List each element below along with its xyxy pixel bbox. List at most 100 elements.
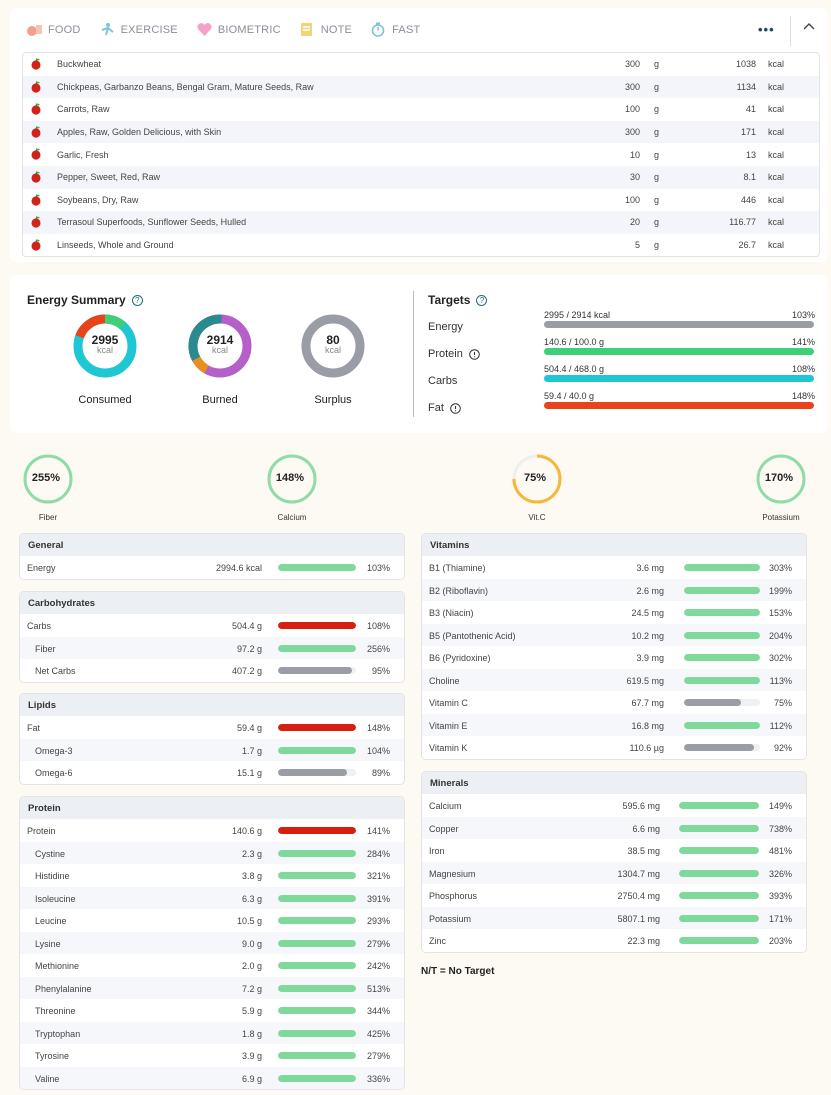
nutrient-amount: 97.2 g	[236, 643, 262, 654]
nutrient-bar	[684, 586, 760, 594]
apple-icon	[31, 193, 41, 206]
nutrient-percent: 204%	[768, 630, 792, 641]
chevron-up-icon[interactable]	[803, 22, 815, 32]
food-calories: 1038	[735, 59, 756, 70]
nutrient-bar	[278, 1074, 356, 1082]
nutrient-bar	[684, 654, 760, 661]
nutrient-row[interactable]: Tryptophan 1.8 g 425%	[20, 1021, 404, 1044]
nutrient-percent: 279%	[366, 1051, 390, 1061]
food-row[interactable]: Soybeans, Dry, Raw 100 g 446 kcal	[23, 189, 819, 212]
nutrient-row[interactable]: B5 (Pantothenic Acid) 10.2 mg 204%	[422, 623, 806, 646]
food-row[interactable]: Buckwheat 300 g 1038 kcal	[23, 53, 819, 76]
nutrient-row[interactable]: Phosphorus 2750.4 mg 393%	[422, 884, 806, 907]
food-row[interactable]: Chickpeas, Garbanzo Beans, Bengal Gram, …	[23, 75, 819, 99]
nutrient-row[interactable]: Fat 59.4 g 148%	[20, 716, 404, 739]
food-row[interactable]: Pepper, Sweet, Red, Raw 30 g 8.1 kcal	[23, 165, 819, 189]
nutrient-row[interactable]: Isoleucine 6.3 g 391%	[20, 886, 404, 909]
nutrient-bar	[684, 699, 760, 706]
nutrient-row[interactable]: Energy 2994.6 kcal 103%	[20, 556, 404, 579]
food-calories: 171	[740, 127, 756, 138]
nutrient-row[interactable]: Omega-6 15.1 g 89%	[20, 761, 404, 784]
nutrient-row[interactable]: Phenylalanine 7.2 g 513%	[20, 976, 404, 999]
consumed-donut-chart	[73, 314, 137, 378]
target-name: Energy	[428, 321, 463, 333]
info-icon[interactable]	[469, 348, 480, 360]
nutrient-amount: 15.1 g	[236, 768, 262, 778]
nutrient-row[interactable]: B3 (Niacin) 24.5 mg 153%	[422, 601, 806, 624]
target-values: 504.4 / 468.0 g	[544, 364, 605, 374]
food-unit: g	[654, 127, 660, 138]
nutrient-row[interactable]: Vitamin C 67.7 mg 75%	[422, 691, 806, 714]
food-calories: 13	[745, 149, 756, 160]
food-amount: 100	[624, 194, 640, 205]
panel-title: Vitamins	[422, 534, 806, 556]
panel-title: Protein	[20, 797, 404, 819]
nutrient-row[interactable]: B2 (Riboflavin) 2.6 mg 199%	[422, 578, 806, 601]
nutrient-row[interactable]: Net Carbs 407.2 g 95%	[20, 659, 404, 682]
nutrient-bar	[679, 847, 759, 854]
nutrient-row[interactable]: Zinc 22.3 mg 203%	[422, 929, 806, 952]
nutrient-bar	[679, 892, 759, 899]
nutrient-row[interactable]: Vitamin K 110.6 µg 92%	[422, 736, 806, 759]
tab-fast[interactable]: FAST	[370, 22, 420, 37]
nutrient-row[interactable]: Cystine 2.3 g 284%	[20, 841, 404, 864]
food-name: Chickpeas, Garbanzo Beans, Bengal Gram, …	[57, 81, 314, 92]
nutrient-bar	[278, 1007, 356, 1014]
help-icon[interactable]: ?	[131, 294, 143, 306]
nutrient-label: Fat	[27, 723, 41, 733]
nutrient-row[interactable]: Copper 6.6 mg 738%	[422, 816, 806, 839]
food-row[interactable]: Carrots, Raw 100 g 41 kcal	[23, 98, 819, 121]
nutrient-row[interactable]: Choline 619.5 mg 113%	[422, 668, 806, 691]
nutrient-row[interactable]: Fiber 97.2 g 256%	[20, 636, 404, 659]
food-calorie-unit: kcal	[768, 127, 785, 138]
ring-chart	[756, 454, 806, 504]
burned-donut-chart	[188, 314, 252, 378]
tab-exercise[interactable]: EXERCISE	[99, 22, 178, 37]
target-percent: 103%	[791, 310, 815, 320]
more-options-button[interactable]: •••	[758, 22, 775, 37]
nutrient-row[interactable]: B6 (Pyridoxine) 3.9 mg 302%	[422, 646, 806, 669]
help-icon[interactable]: ?	[476, 294, 488, 306]
nutrient-row[interactable]: Threonine 5.9 g 344%	[20, 999, 404, 1022]
nutrient-row[interactable]: Valine 6.9 g 336%	[20, 1066, 404, 1089]
nutrient-row[interactable]: Leucine 10.5 g 293%	[20, 909, 404, 932]
info-icon[interactable]	[450, 402, 461, 414]
nutrient-row[interactable]: Methionine 2.0 g 242%	[20, 954, 404, 977]
food-row[interactable]: Linseeds, Whole and Ground 5 g 26.7 kcal	[23, 234, 819, 257]
nutrient-row[interactable]: B1 (Thiamine) 3.6 mg 303%	[422, 556, 806, 579]
target-values: 59.4 / 40.0 g	[544, 391, 595, 401]
nutrient-row[interactable]: Calcium 595.6 mg 149%	[422, 794, 806, 817]
nutrient-label: B6 (Pyridoxine)	[429, 653, 491, 663]
nutrient-amount: 1.8 g	[241, 1028, 262, 1039]
nutrient-bar	[278, 1052, 356, 1059]
nutrient-label: Vitamin E	[429, 720, 468, 731]
tab-food[interactable]: FOOD	[26, 22, 81, 37]
nutrient-percent: 108%	[366, 621, 390, 631]
food-row[interactable]: Apples, Raw, Golden Delicious, with Skin…	[23, 120, 819, 144]
food-calorie-unit: kcal	[768, 104, 785, 115]
nutrient-amount: 407.2 g	[231, 666, 262, 676]
nutrient-row[interactable]: Lysine 9.0 g 279%	[20, 931, 404, 954]
nutrient-row[interactable]: Carbs 504.4 g 108%	[20, 614, 404, 637]
surplus-donut: 80 kcal Surplus	[300, 313, 366, 406]
consumed-label: Consumed	[78, 394, 132, 406]
food-calorie-unit: kcal	[768, 194, 785, 205]
nutrient-row[interactable]: Histidine 3.8 g 321%	[20, 864, 404, 887]
food-name: Soybeans, Dry, Raw	[57, 194, 139, 205]
nutrient-row[interactable]: Iron 38.5 mg 481%	[422, 839, 806, 862]
nutrient-row[interactable]: Protein 140.6 g 141%	[20, 819, 404, 842]
nutrient-row[interactable]: Tyrosine 3.9 g 279%	[20, 1044, 404, 1067]
food-calorie-unit: kcal	[768, 149, 785, 160]
food-row[interactable]: Garlic, Fresh 10 g 13 kcal	[23, 143, 819, 166]
nutrient-row[interactable]: Potassium 5807.1 mg 171%	[422, 906, 806, 929]
nutrient-row[interactable]: Vitamin E 16.8 mg 112%	[422, 713, 806, 736]
tab-note[interactable]: NOTE	[299, 22, 352, 37]
nutrient-percent: 95%	[371, 666, 390, 676]
food-unit: g	[654, 172, 660, 183]
nutrient-amount: 6.9 g	[241, 1073, 262, 1084]
food-row[interactable]: Terrasoul Superfoods, Sunflower Seeds, H…	[23, 211, 819, 234]
nutrient-row[interactable]: Omega-3 1.7 g 104%	[20, 738, 404, 761]
tab-biometric[interactable]: BIOMETRIC	[196, 22, 281, 37]
vitamins-panel: Vitamins B1 (Thiamine) 3.6 mg 303% B2 (Ribof…	[421, 533, 807, 760]
nutrient-row[interactable]: Magnesium 1304.7 mg 326%	[422, 861, 806, 884]
